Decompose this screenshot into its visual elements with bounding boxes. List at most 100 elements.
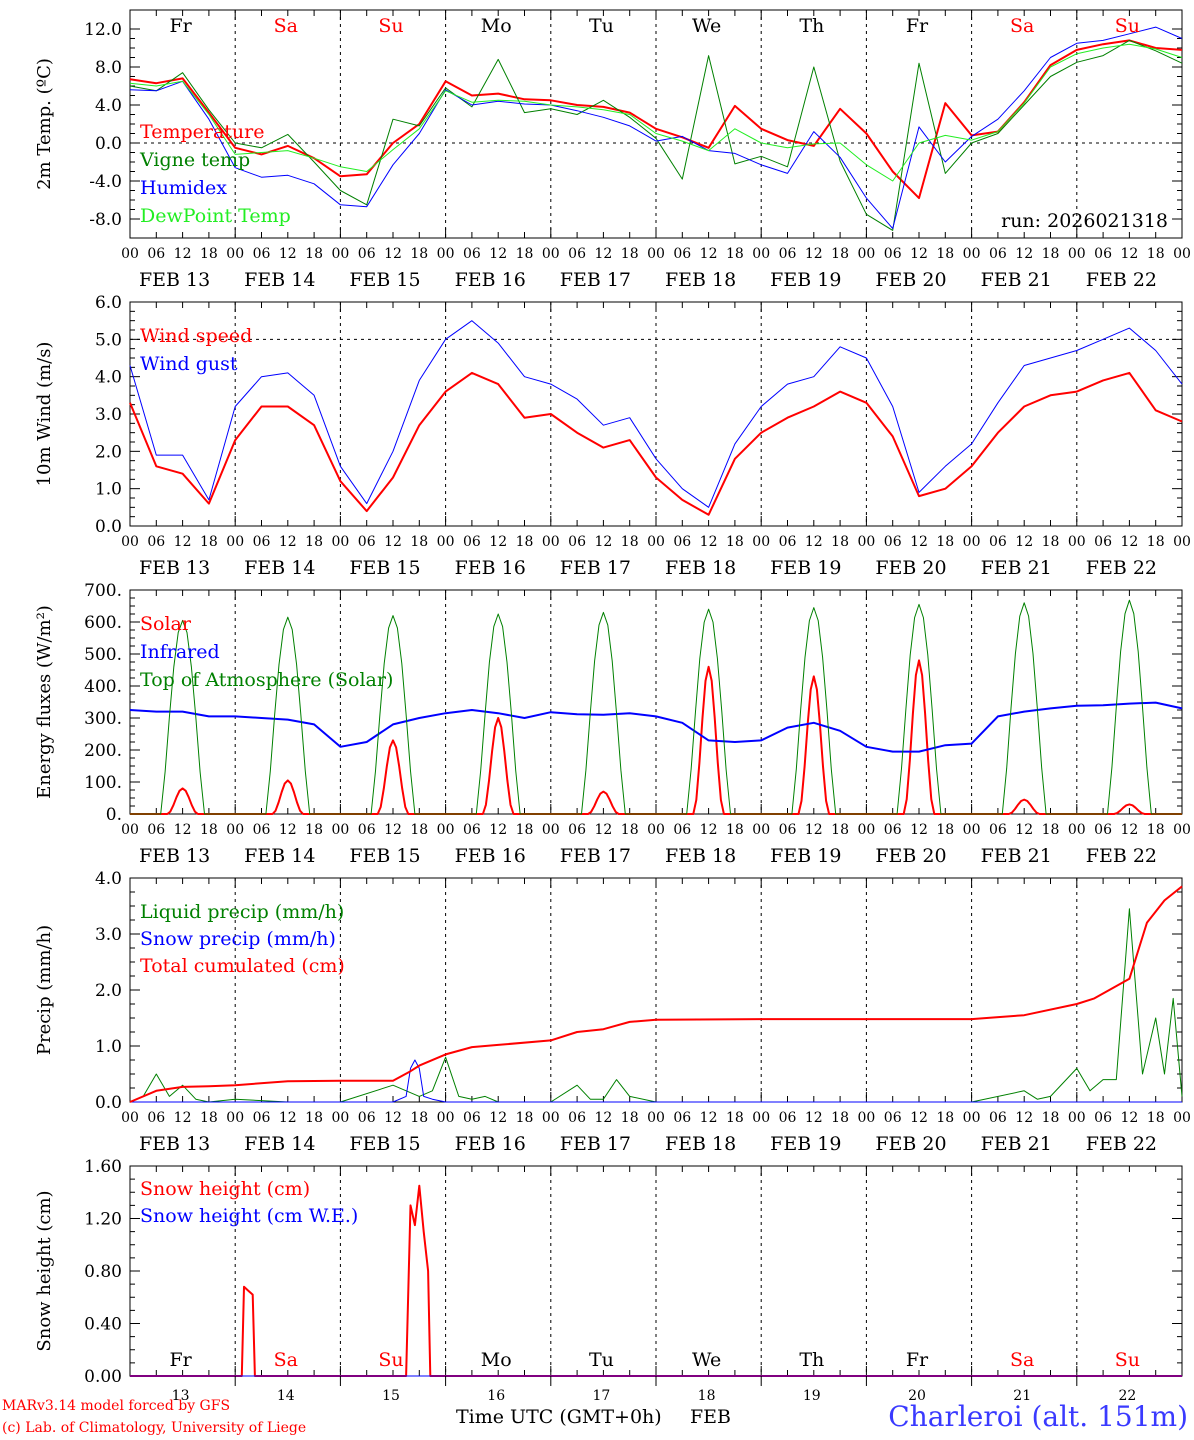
hour-tick-label: 06 [568, 822, 586, 838]
hour-tick-label: 12 [1015, 246, 1033, 262]
hour-tick-label: 18 [621, 534, 639, 550]
legend-entry: Liquid precip (mm/h) [140, 901, 344, 923]
hour-tick-label: 00 [752, 822, 770, 838]
legend-entry: Temperature [140, 121, 264, 143]
hour-tick-label: 00 [963, 534, 981, 550]
hour-tick-label: 12 [489, 1110, 507, 1126]
series-line-total-cumulated-cm- [129, 885, 1183, 1103]
y-tick-label: 300. [84, 709, 122, 729]
day-number-label: 20 [908, 1388, 926, 1404]
series-line-wind-speed [129, 371, 1183, 516]
hour-tick-label: 18 [1147, 534, 1165, 550]
hour-tick-label: 12 [489, 822, 507, 838]
day-name-label-bottom: Th [799, 1349, 824, 1371]
hour-tick-label: 00 [542, 1110, 560, 1126]
hour-tick-label: 18 [410, 822, 428, 838]
date-label: FEB 14 [244, 1133, 315, 1155]
date-label: FEB 17 [560, 269, 631, 291]
y-axis-label: 10m Wind (m/s) [34, 342, 55, 487]
hour-tick-label: 12 [1120, 246, 1138, 262]
hour-tick-label: 06 [358, 1110, 376, 1126]
station-name: Charleroi (alt. 151m) [888, 1400, 1188, 1433]
y-tick-label: 4.0 [95, 368, 122, 388]
hour-tick-label: 18 [726, 822, 744, 838]
hour-tick-label: 12 [594, 1110, 612, 1126]
y-tick-label: 0. [106, 805, 122, 825]
hour-tick-label: 12 [279, 246, 297, 262]
hour-tick-label: 18 [200, 822, 218, 838]
hour-tick-label: 12 [700, 1110, 718, 1126]
hour-tick-label: 00 [226, 1110, 244, 1126]
hour-tick-label: 18 [516, 1110, 534, 1126]
hour-tick-label: 06 [568, 246, 586, 262]
y-tick-label: 0.0 [95, 1093, 122, 1113]
hour-tick-label: 06 [989, 1110, 1007, 1126]
hour-tick-label: 06 [673, 822, 691, 838]
hour-tick-label: 18 [831, 246, 849, 262]
date-label: FEB 15 [349, 1133, 420, 1155]
hour-tick-label: 00 [1068, 534, 1086, 550]
hour-tick-label: 18 [1147, 822, 1165, 838]
y-tick-label: 0.0 [95, 134, 122, 154]
y-tick-label: 400. [84, 677, 122, 697]
date-label: FEB 13 [139, 557, 210, 579]
hour-tick-label: 00 [1173, 534, 1191, 550]
hour-tick-label: 18 [1042, 534, 1060, 550]
y-tick-label: -4.0 [89, 172, 122, 192]
date-label: FEB 20 [875, 845, 946, 867]
hour-tick-label: 00 [752, 1110, 770, 1126]
hour-tick-label: 12 [384, 822, 402, 838]
date-label: FEB 22 [1086, 1133, 1157, 1155]
hour-tick-label: 00 [542, 534, 560, 550]
y-tick-label: 2.0 [95, 981, 122, 1001]
hour-tick-label: 12 [1015, 822, 1033, 838]
hour-tick-label: 12 [910, 822, 928, 838]
hour-tick-label: 00 [647, 246, 665, 262]
legend-entry: Humidex [140, 177, 227, 199]
y-axis-label: 2m Temp. (ºC) [34, 58, 55, 190]
hour-tick-label: 00 [121, 1110, 139, 1126]
y-tick-label: 100. [84, 773, 122, 793]
day-name-label-bottom: Tu [589, 1349, 614, 1371]
hour-tick-label: 12 [384, 534, 402, 550]
date-label: FEB 21 [981, 269, 1052, 291]
legend-entry: Snow precip (mm/h) [140, 928, 336, 950]
date-label: FEB 18 [665, 269, 736, 291]
date-label: FEB 21 [981, 845, 1052, 867]
hour-tick-label: 06 [463, 534, 481, 550]
hour-tick-label: 12 [174, 1110, 192, 1126]
hour-tick-label: 18 [726, 1110, 744, 1126]
date-label: FEB 21 [981, 1133, 1052, 1155]
hour-tick-label: 18 [516, 534, 534, 550]
hour-tick-label: 18 [200, 246, 218, 262]
hour-tick-label: 00 [226, 534, 244, 550]
hour-tick-label: 00 [226, 822, 244, 838]
legend-entry: Infrared [140, 641, 220, 663]
hour-tick-label: 12 [279, 822, 297, 838]
hour-tick-label: 12 [174, 246, 192, 262]
hour-tick-label: 18 [621, 1110, 639, 1126]
hour-tick-label: 00 [331, 822, 349, 838]
day-number-label: 22 [1118, 1388, 1136, 1404]
y-tick-label: 2.0 [95, 442, 122, 462]
hour-tick-label: 12 [805, 1110, 823, 1126]
hour-tick-label: 18 [200, 1110, 218, 1126]
hour-tick-label: 18 [1042, 246, 1060, 262]
hour-tick-label: 06 [989, 822, 1007, 838]
day-name-label: Fr [906, 15, 929, 37]
hour-tick-label: 00 [331, 1110, 349, 1126]
y-tick-label: 0.40 [84, 1315, 122, 1335]
hour-tick-label: 18 [1042, 822, 1060, 838]
date-label: FEB 19 [770, 269, 841, 291]
hour-tick-label: 12 [805, 534, 823, 550]
legend-entry: Snow height (cm W.E.) [140, 1205, 358, 1227]
hour-tick-label: 12 [805, 822, 823, 838]
day-name-label: We [692, 15, 721, 37]
hour-tick-label: 06 [673, 246, 691, 262]
day-name-label: Th [799, 15, 824, 37]
hour-tick-label: 18 [936, 822, 954, 838]
hour-tick-label: 06 [568, 1110, 586, 1126]
day-name-label: Sa [274, 15, 298, 37]
hour-tick-label: 00 [437, 1110, 455, 1126]
